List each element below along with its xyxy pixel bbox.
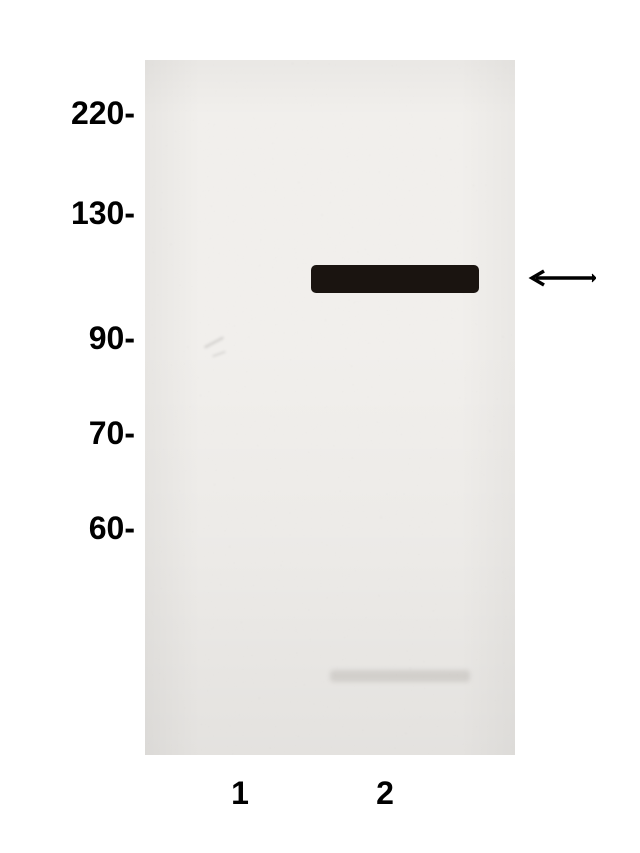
arrow-icon xyxy=(528,266,596,290)
mw-marker-70: 70- xyxy=(55,415,135,452)
mw-marker-130: 130- xyxy=(55,195,135,232)
mw-marker-text: 90- xyxy=(89,320,135,356)
mw-marker-text: 70- xyxy=(89,415,135,451)
lane-label-1: 1 xyxy=(225,775,255,812)
mw-marker-220: 220- xyxy=(55,95,135,132)
horizontal-shade xyxy=(145,60,515,755)
mw-marker-text: 60- xyxy=(89,510,135,546)
mw-marker-text: 220- xyxy=(71,95,135,131)
lane-label-text: 2 xyxy=(376,775,394,811)
blot-membrane xyxy=(145,60,515,755)
band-arrow xyxy=(528,266,596,295)
figure-container: 220- 130- 90- 70- 60- 1 2 xyxy=(0,0,640,853)
faint-band-bottom-lane2 xyxy=(330,670,470,682)
mw-marker-90: 90- xyxy=(55,320,135,357)
main-band-lane2 xyxy=(311,265,479,293)
mw-marker-60: 60- xyxy=(55,510,135,547)
lane-label-text: 1 xyxy=(231,775,249,811)
mw-marker-text: 130- xyxy=(71,195,135,231)
lane-label-2: 2 xyxy=(370,775,400,812)
